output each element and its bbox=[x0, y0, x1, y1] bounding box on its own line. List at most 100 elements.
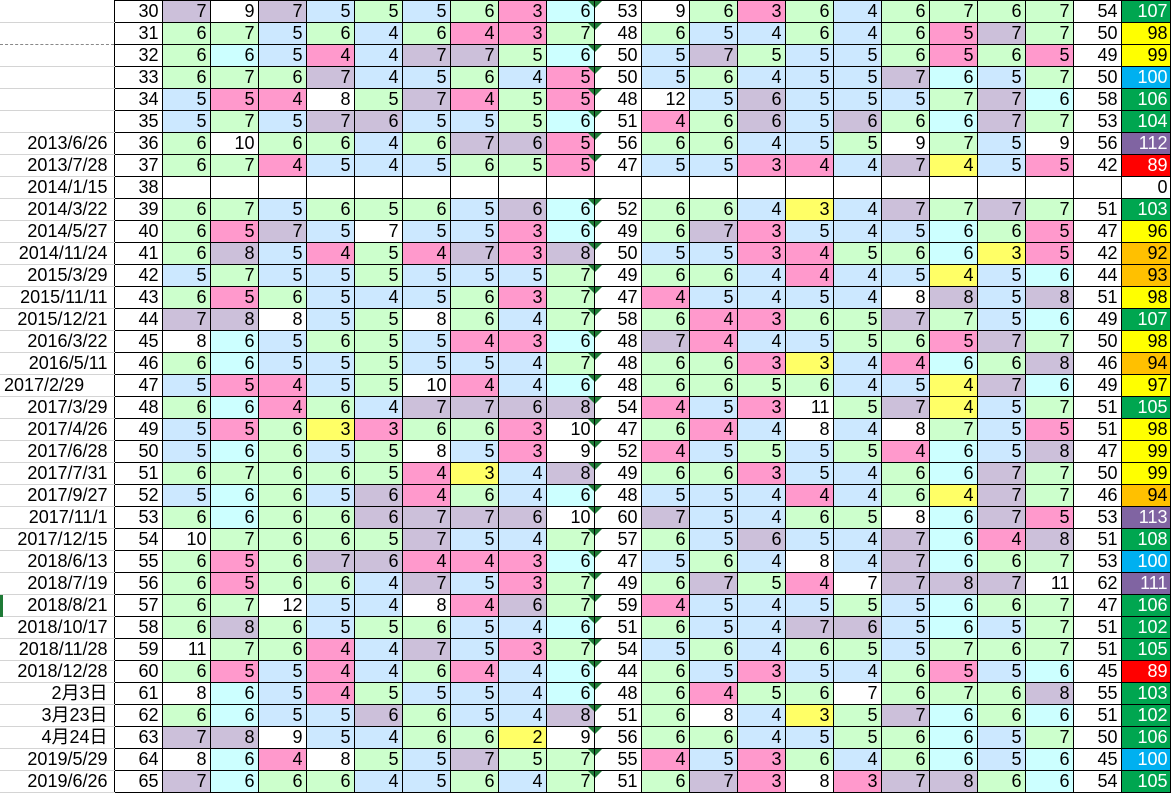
subtotal-cell[interactable]: 53 bbox=[1072, 506, 1122, 529]
date-cell[interactable] bbox=[0, 88, 115, 111]
round-number-cell[interactable]: 52 bbox=[113, 484, 163, 507]
score-cell[interactable]: 9 bbox=[640, 0, 690, 23]
score-cell[interactable]: 5 bbox=[449, 638, 499, 661]
subtotal-cell[interactable]: 54 bbox=[593, 396, 642, 419]
score-cell[interactable]: 4 bbox=[497, 374, 547, 397]
score-cell[interactable]: 6 bbox=[305, 22, 355, 45]
subtotal-cell[interactable]: 53 bbox=[593, 0, 642, 23]
score-cell[interactable]: 4 bbox=[784, 484, 834, 507]
total-cell[interactable]: 107 bbox=[1120, 0, 1171, 23]
score-cell[interactable]: 3 bbox=[736, 308, 786, 331]
score-cell[interactable]: 6 bbox=[688, 374, 738, 397]
score-cell[interactable]: 6 bbox=[353, 550, 403, 573]
score-cell[interactable]: 8 bbox=[209, 242, 259, 265]
score-cell[interactable]: 8 bbox=[401, 440, 451, 463]
subtotal-cell[interactable]: 51 bbox=[1072, 396, 1122, 419]
score-cell[interactable]: 6 bbox=[161, 132, 211, 155]
score-cell[interactable]: 5 bbox=[161, 374, 211, 397]
score-cell[interactable]: 8 bbox=[1024, 352, 1074, 375]
score-cell[interactable]: 4 bbox=[640, 440, 690, 463]
score-cell[interactable]: 6 bbox=[257, 770, 307, 793]
score-cell[interactable]: 6 bbox=[688, 550, 738, 573]
score-cell[interactable]: 6 bbox=[928, 550, 978, 573]
score-cell[interactable] bbox=[161, 176, 211, 199]
score-cell[interactable]: 6 bbox=[257, 462, 307, 485]
score-cell[interactable]: 4 bbox=[688, 682, 738, 705]
score-cell[interactable]: 7 bbox=[1024, 198, 1074, 221]
score-cell[interactable]: 7 bbox=[161, 0, 211, 23]
score-cell[interactable]: 5 bbox=[161, 484, 211, 507]
score-cell[interactable]: 4 bbox=[497, 484, 547, 507]
date-cell[interactable]: 2015/11/11 bbox=[0, 286, 115, 309]
date-cell[interactable] bbox=[0, 0, 115, 23]
score-cell[interactable]: 5 bbox=[928, 22, 978, 45]
score-cell[interactable]: 5 bbox=[640, 154, 690, 177]
score-cell[interactable]: 6 bbox=[928, 462, 978, 485]
score-cell[interactable]: 6 bbox=[305, 198, 355, 221]
score-cell[interactable]: 5 bbox=[305, 0, 355, 23]
score-cell[interactable]: 5 bbox=[257, 682, 307, 705]
subtotal-cell[interactable]: 51 bbox=[1072, 638, 1122, 661]
score-cell[interactable]: 3 bbox=[784, 704, 834, 727]
score-cell[interactable]: 5 bbox=[305, 154, 355, 177]
subtotal-cell[interactable]: 51 bbox=[1072, 528, 1122, 551]
date-cell[interactable]: 2017/3/29 bbox=[0, 396, 115, 419]
score-cell[interactable]: 7 bbox=[545, 528, 595, 551]
round-number-cell[interactable]: 34 bbox=[113, 88, 163, 111]
score-cell[interactable]: 8 bbox=[161, 682, 211, 705]
score-cell[interactable]: 4 bbox=[736, 286, 786, 309]
subtotal-cell[interactable]: 49 bbox=[593, 264, 642, 287]
score-cell[interactable]: 6 bbox=[497, 594, 547, 617]
score-cell[interactable]: 7 bbox=[545, 308, 595, 331]
score-cell[interactable]: 6 bbox=[545, 616, 595, 639]
score-cell[interactable]: 6 bbox=[976, 220, 1026, 243]
score-cell[interactable]: 5 bbox=[976, 264, 1026, 287]
score-cell[interactable]: 6 bbox=[209, 396, 259, 419]
score-cell[interactable]: 4 bbox=[353, 594, 403, 617]
score-cell[interactable]: 7 bbox=[928, 638, 978, 661]
date-cell[interactable]: 2017/4/26 bbox=[0, 418, 115, 441]
round-number-cell[interactable]: 46 bbox=[113, 352, 163, 375]
score-cell[interactable]: 6 bbox=[1024, 704, 1074, 727]
score-cell[interactable]: 5 bbox=[305, 308, 355, 331]
subtotal-cell[interactable]: 57 bbox=[593, 528, 642, 551]
score-cell[interactable]: 5 bbox=[545, 132, 595, 155]
score-cell[interactable]: 7 bbox=[209, 594, 259, 617]
score-cell[interactable]: 7 bbox=[1024, 638, 1074, 661]
score-cell[interactable]: 6 bbox=[545, 374, 595, 397]
score-cell[interactable]: 4 bbox=[305, 44, 355, 67]
score-cell[interactable]: 5 bbox=[401, 770, 451, 793]
score-cell[interactable]: 8 bbox=[1024, 528, 1074, 551]
total-cell[interactable]: 99 bbox=[1120, 462, 1171, 485]
total-cell[interactable]: 89 bbox=[1120, 154, 1171, 177]
score-cell[interactable]: 4 bbox=[736, 704, 786, 727]
score-cell[interactable]: 6 bbox=[928, 352, 978, 375]
total-cell[interactable]: 107 bbox=[1120, 308, 1171, 331]
score-cell[interactable]: 6 bbox=[832, 616, 882, 639]
score-cell[interactable]: 5 bbox=[976, 308, 1026, 331]
score-cell[interactable]: 4 bbox=[401, 242, 451, 265]
score-cell[interactable]: 4 bbox=[257, 154, 307, 177]
score-cell[interactable]: 5 bbox=[1024, 44, 1074, 67]
score-cell[interactable]: 5 bbox=[784, 88, 834, 111]
score-cell[interactable]: 7 bbox=[449, 748, 499, 771]
date-cell[interactable]: 2018/6/13 bbox=[0, 550, 115, 573]
date-cell[interactable]: 2019/6/26 bbox=[0, 770, 115, 793]
score-cell[interactable]: 4 bbox=[257, 748, 307, 771]
score-cell[interactable]: 4 bbox=[305, 682, 355, 705]
score-cell[interactable]: 4 bbox=[401, 484, 451, 507]
score-cell[interactable]: 4 bbox=[305, 242, 355, 265]
score-cell[interactable]: 4 bbox=[688, 418, 738, 441]
score-cell[interactable]: 5 bbox=[832, 440, 882, 463]
score-cell[interactable] bbox=[209, 176, 259, 199]
score-cell[interactable]: 4 bbox=[497, 462, 547, 485]
score-cell[interactable]: 6 bbox=[305, 396, 355, 419]
score-cell[interactable]: 5 bbox=[832, 704, 882, 727]
score-cell[interactable]: 5 bbox=[209, 286, 259, 309]
score-cell[interactable]: 6 bbox=[928, 616, 978, 639]
score-cell[interactable]: 6 bbox=[161, 506, 211, 529]
score-cell[interactable]: 4 bbox=[832, 0, 882, 23]
round-number-cell[interactable]: 42 bbox=[113, 264, 163, 287]
subtotal-cell[interactable]: 62 bbox=[1072, 572, 1122, 595]
score-cell[interactable]: 10 bbox=[545, 418, 595, 441]
